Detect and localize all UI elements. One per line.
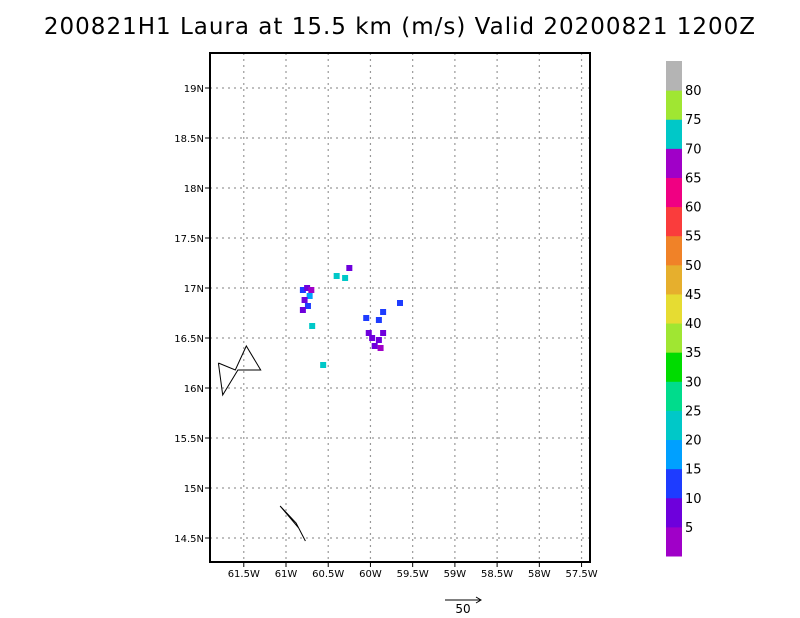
y-tick-label: 16.5N bbox=[174, 334, 204, 345]
wind-cell bbox=[363, 315, 370, 321]
x-tick-label: 59.5W bbox=[397, 569, 429, 580]
colorbar-label: 10 bbox=[685, 492, 702, 507]
x-tick-label: 61W bbox=[275, 569, 298, 580]
wind-cell bbox=[369, 335, 376, 341]
colorbar-swatch bbox=[666, 148, 682, 178]
colorbar-label: 15 bbox=[685, 463, 702, 478]
colorbar-swatch bbox=[666, 526, 682, 557]
wind-cell bbox=[308, 287, 315, 293]
wind-cell bbox=[342, 275, 349, 281]
y-tick-label: 18.5N bbox=[174, 134, 204, 145]
wind-cell bbox=[304, 285, 311, 291]
y-tick-label: 18N bbox=[184, 184, 204, 195]
x-tick-label: 58.5W bbox=[481, 569, 513, 580]
y-tick-label: 16N bbox=[184, 384, 204, 395]
x-tick-label: 61.5W bbox=[228, 569, 260, 580]
grid-lines bbox=[210, 53, 590, 562]
x-tick-label: 60W bbox=[359, 569, 382, 580]
colorbar-label: 45 bbox=[685, 288, 702, 303]
colorbar-swatch bbox=[666, 410, 682, 441]
colorbar-swatch bbox=[666, 323, 682, 353]
colorbar-swatch bbox=[666, 293, 682, 324]
wind-cell bbox=[301, 297, 308, 303]
y-tick-label: 17.5N bbox=[174, 234, 204, 245]
wind-cell bbox=[365, 330, 372, 336]
wind-cells bbox=[299, 265, 403, 368]
x-tick-label: 60.5W bbox=[312, 569, 344, 580]
axis-ticks: 61.5W 61W 60.5W 60W 59.5W 59W 58.5W 58W 57.5W 19N… bbox=[174, 84, 597, 580]
colorbar: 5 10 15 20 25 30 35 40 45 50 55 60 65 70 75 80 bbox=[666, 61, 702, 557]
colorbar-label: 40 bbox=[685, 317, 702, 332]
colorbar-swatch bbox=[666, 439, 682, 470]
colorbar-swatch bbox=[666, 468, 682, 499]
colorbar-label: 35 bbox=[685, 346, 702, 361]
wind-cell bbox=[377, 345, 384, 351]
wind-cell bbox=[380, 309, 387, 315]
wind-cell bbox=[371, 343, 378, 349]
coastline-outline bbox=[217, 344, 262, 397]
wind-cell bbox=[304, 303, 311, 309]
wind-cell bbox=[375, 337, 382, 343]
colorbar-label: 60 bbox=[685, 201, 702, 216]
wind-cell bbox=[320, 362, 327, 368]
wind-cell bbox=[346, 265, 353, 271]
colorbar-swatch bbox=[666, 352, 682, 382]
wind-cell bbox=[380, 330, 387, 336]
wind-cell bbox=[375, 317, 382, 323]
wind-cell bbox=[333, 273, 340, 279]
vector-key: 50 bbox=[445, 596, 482, 616]
y-tick-label: 17N bbox=[184, 284, 204, 295]
colorbar-label: 80 bbox=[685, 84, 702, 99]
wind-cell bbox=[299, 287, 306, 293]
colorbar-swatch bbox=[666, 264, 682, 295]
colorbar-label: 20 bbox=[685, 434, 702, 449]
wind-cell bbox=[306, 293, 313, 299]
colorbar-label: 70 bbox=[685, 142, 702, 157]
colorbar-label: 50 bbox=[685, 259, 702, 274]
x-tick-label: 57.5W bbox=[565, 569, 597, 580]
colorbar-swatch bbox=[666, 119, 682, 149]
colorbar-swatch bbox=[666, 61, 682, 91]
vector-key-label: 50 bbox=[455, 602, 470, 616]
y-tick-label: 15.5N bbox=[174, 434, 204, 445]
x-tick-label: 59W bbox=[444, 569, 467, 580]
coastline-outline bbox=[279, 505, 306, 542]
y-tick-label: 14.5N bbox=[174, 534, 204, 545]
colorbar-label: 55 bbox=[685, 230, 702, 245]
colorbar-swatch bbox=[666, 177, 682, 208]
colorbar-label: 25 bbox=[685, 404, 702, 419]
chart-title: 200821H1 Laura at 15.5 km (m/s) Valid 20… bbox=[43, 14, 757, 40]
x-tick-label: 58W bbox=[528, 569, 551, 580]
colorbar-swatch bbox=[666, 206, 682, 237]
y-tick-label: 15N bbox=[184, 484, 204, 495]
wind-cell bbox=[309, 323, 316, 329]
coastline-outlines bbox=[217, 344, 306, 542]
colorbar-label: 65 bbox=[685, 171, 702, 186]
colorbar-swatch bbox=[666, 381, 682, 411]
y-tick-label: 19N bbox=[184, 84, 204, 95]
colorbar-swatch bbox=[666, 497, 682, 528]
colorbar-swatch bbox=[666, 235, 682, 266]
wind-cell bbox=[397, 300, 403, 306]
colorbar-label: 75 bbox=[685, 113, 702, 128]
plot-frame bbox=[209, 52, 591, 563]
wind-cell bbox=[299, 307, 306, 313]
colorbar-label: 5 bbox=[685, 521, 693, 536]
vector-key-arrowhead bbox=[475, 596, 482, 604]
colorbar-label: 30 bbox=[685, 375, 702, 390]
colorbar-swatch bbox=[666, 90, 682, 120]
